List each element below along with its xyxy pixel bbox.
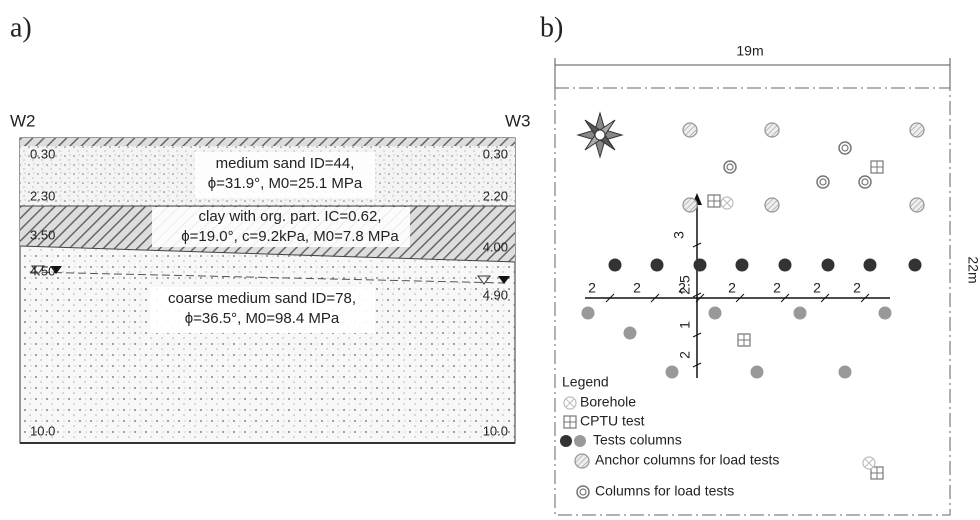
- legend-swatch: [574, 435, 586, 447]
- tick: [692, 362, 702, 368]
- depth-label: 2.20: [483, 188, 508, 203]
- test-column: [650, 258, 664, 272]
- tick: [605, 293, 615, 303]
- marker: [563, 396, 577, 410]
- depth-label: 10.0: [30, 423, 55, 438]
- depth-label: 3.50: [30, 227, 55, 242]
- panel-label: a): [10, 12, 32, 43]
- legend-item: Tests columns: [593, 432, 682, 448]
- tick: [650, 293, 660, 303]
- marker: [909, 122, 925, 138]
- test-column: [708, 306, 722, 320]
- test-column: [908, 258, 922, 272]
- tick: [860, 293, 870, 303]
- depth-label: 4.00: [483, 239, 508, 254]
- spacing-label: 2: [853, 280, 861, 296]
- spacing-label: 1: [677, 321, 693, 329]
- tick: [692, 292, 702, 298]
- depth-label: 2.30: [30, 188, 55, 203]
- spacing-label: 2: [678, 280, 686, 296]
- tick: [695, 293, 705, 303]
- legend-item: Anchor columns for load tests: [595, 452, 779, 468]
- top-soil: [20, 138, 515, 146]
- depth-label: 10.0: [483, 423, 508, 438]
- marker: [723, 160, 737, 174]
- marker: [576, 485, 590, 499]
- layer-description: ϕ=31.9°, M0=25.1 MPa: [208, 175, 363, 192]
- spacing-label: 2: [813, 280, 821, 296]
- layer-description: ϕ=36.5°, M0=98.4 MPa: [185, 310, 340, 327]
- legend-swatch: [560, 435, 572, 447]
- test-column: [665, 365, 679, 379]
- marker: [838, 141, 852, 155]
- spacing-label: 3: [671, 231, 687, 239]
- test-column: [821, 258, 835, 272]
- test-column: [778, 258, 792, 272]
- legend-item: Borehole: [580, 394, 636, 410]
- legend-title: Legend: [562, 374, 609, 390]
- marker: [682, 197, 698, 213]
- test-column: [693, 258, 707, 272]
- depth-label: 4.50: [30, 263, 55, 278]
- depth-label: 0.30: [483, 146, 508, 161]
- tick: [820, 293, 830, 303]
- tick: [692, 332, 702, 338]
- marker: [909, 197, 925, 213]
- test-column: [793, 306, 807, 320]
- layer-description: medium sand ID=44,: [216, 155, 355, 172]
- legend-item: CPTU test: [580, 413, 645, 429]
- panel-b: b) 19m 22m Legend: [540, 12, 980, 516]
- marker: [574, 453, 590, 469]
- marker: [764, 197, 780, 213]
- marker: [870, 160, 884, 174]
- marker: [764, 122, 780, 138]
- marker: [870, 466, 884, 480]
- layer-description: clay with org. part. IC=0.62,: [198, 208, 381, 225]
- test-column: [623, 326, 637, 340]
- depth-label: 0.30: [30, 146, 55, 161]
- spacing-label: 2: [633, 280, 641, 296]
- spacing-label: 2: [773, 280, 781, 296]
- test-column: [838, 365, 852, 379]
- tick: [735, 293, 745, 303]
- marker: [737, 333, 751, 347]
- dimension-label: 22m: [965, 256, 980, 283]
- well-label: W2: [10, 111, 36, 130]
- test-column: [878, 306, 892, 320]
- tick: [780, 293, 790, 303]
- tick: [692, 242, 702, 248]
- test-column: [863, 258, 877, 272]
- spacing-label: 2: [728, 280, 736, 296]
- site-frame: [554, 87, 951, 516]
- marker: [816, 175, 830, 189]
- test-column: [735, 258, 749, 272]
- layer-description: coarse medium sand ID=78,: [168, 290, 356, 307]
- legend-item: Columns for load tests: [595, 483, 734, 499]
- test-column: [750, 365, 764, 379]
- spacing-label: 2: [677, 351, 693, 359]
- well-label: W3: [505, 111, 531, 130]
- test-column: [581, 306, 595, 320]
- layer-description: ϕ=19.0°, c=9.2kPa, M0=7.8 MPa: [181, 228, 399, 245]
- marker: [862, 456, 876, 470]
- panel-a: a) W2 W3: [10, 12, 531, 444]
- spacing-label: 2: [588, 280, 596, 296]
- panel-label: b): [540, 12, 563, 43]
- marker: [858, 175, 872, 189]
- marker: [707, 194, 721, 208]
- test-column: [608, 258, 622, 272]
- marker: [682, 122, 698, 138]
- depth-label: 4.90: [483, 287, 508, 302]
- spacing-label: 2.5: [677, 275, 693, 295]
- marker: [563, 415, 577, 429]
- water-table: [29, 271, 506, 284]
- dimension-label: 19m: [736, 43, 763, 59]
- compass: [576, 111, 624, 159]
- marker: [720, 196, 734, 210]
